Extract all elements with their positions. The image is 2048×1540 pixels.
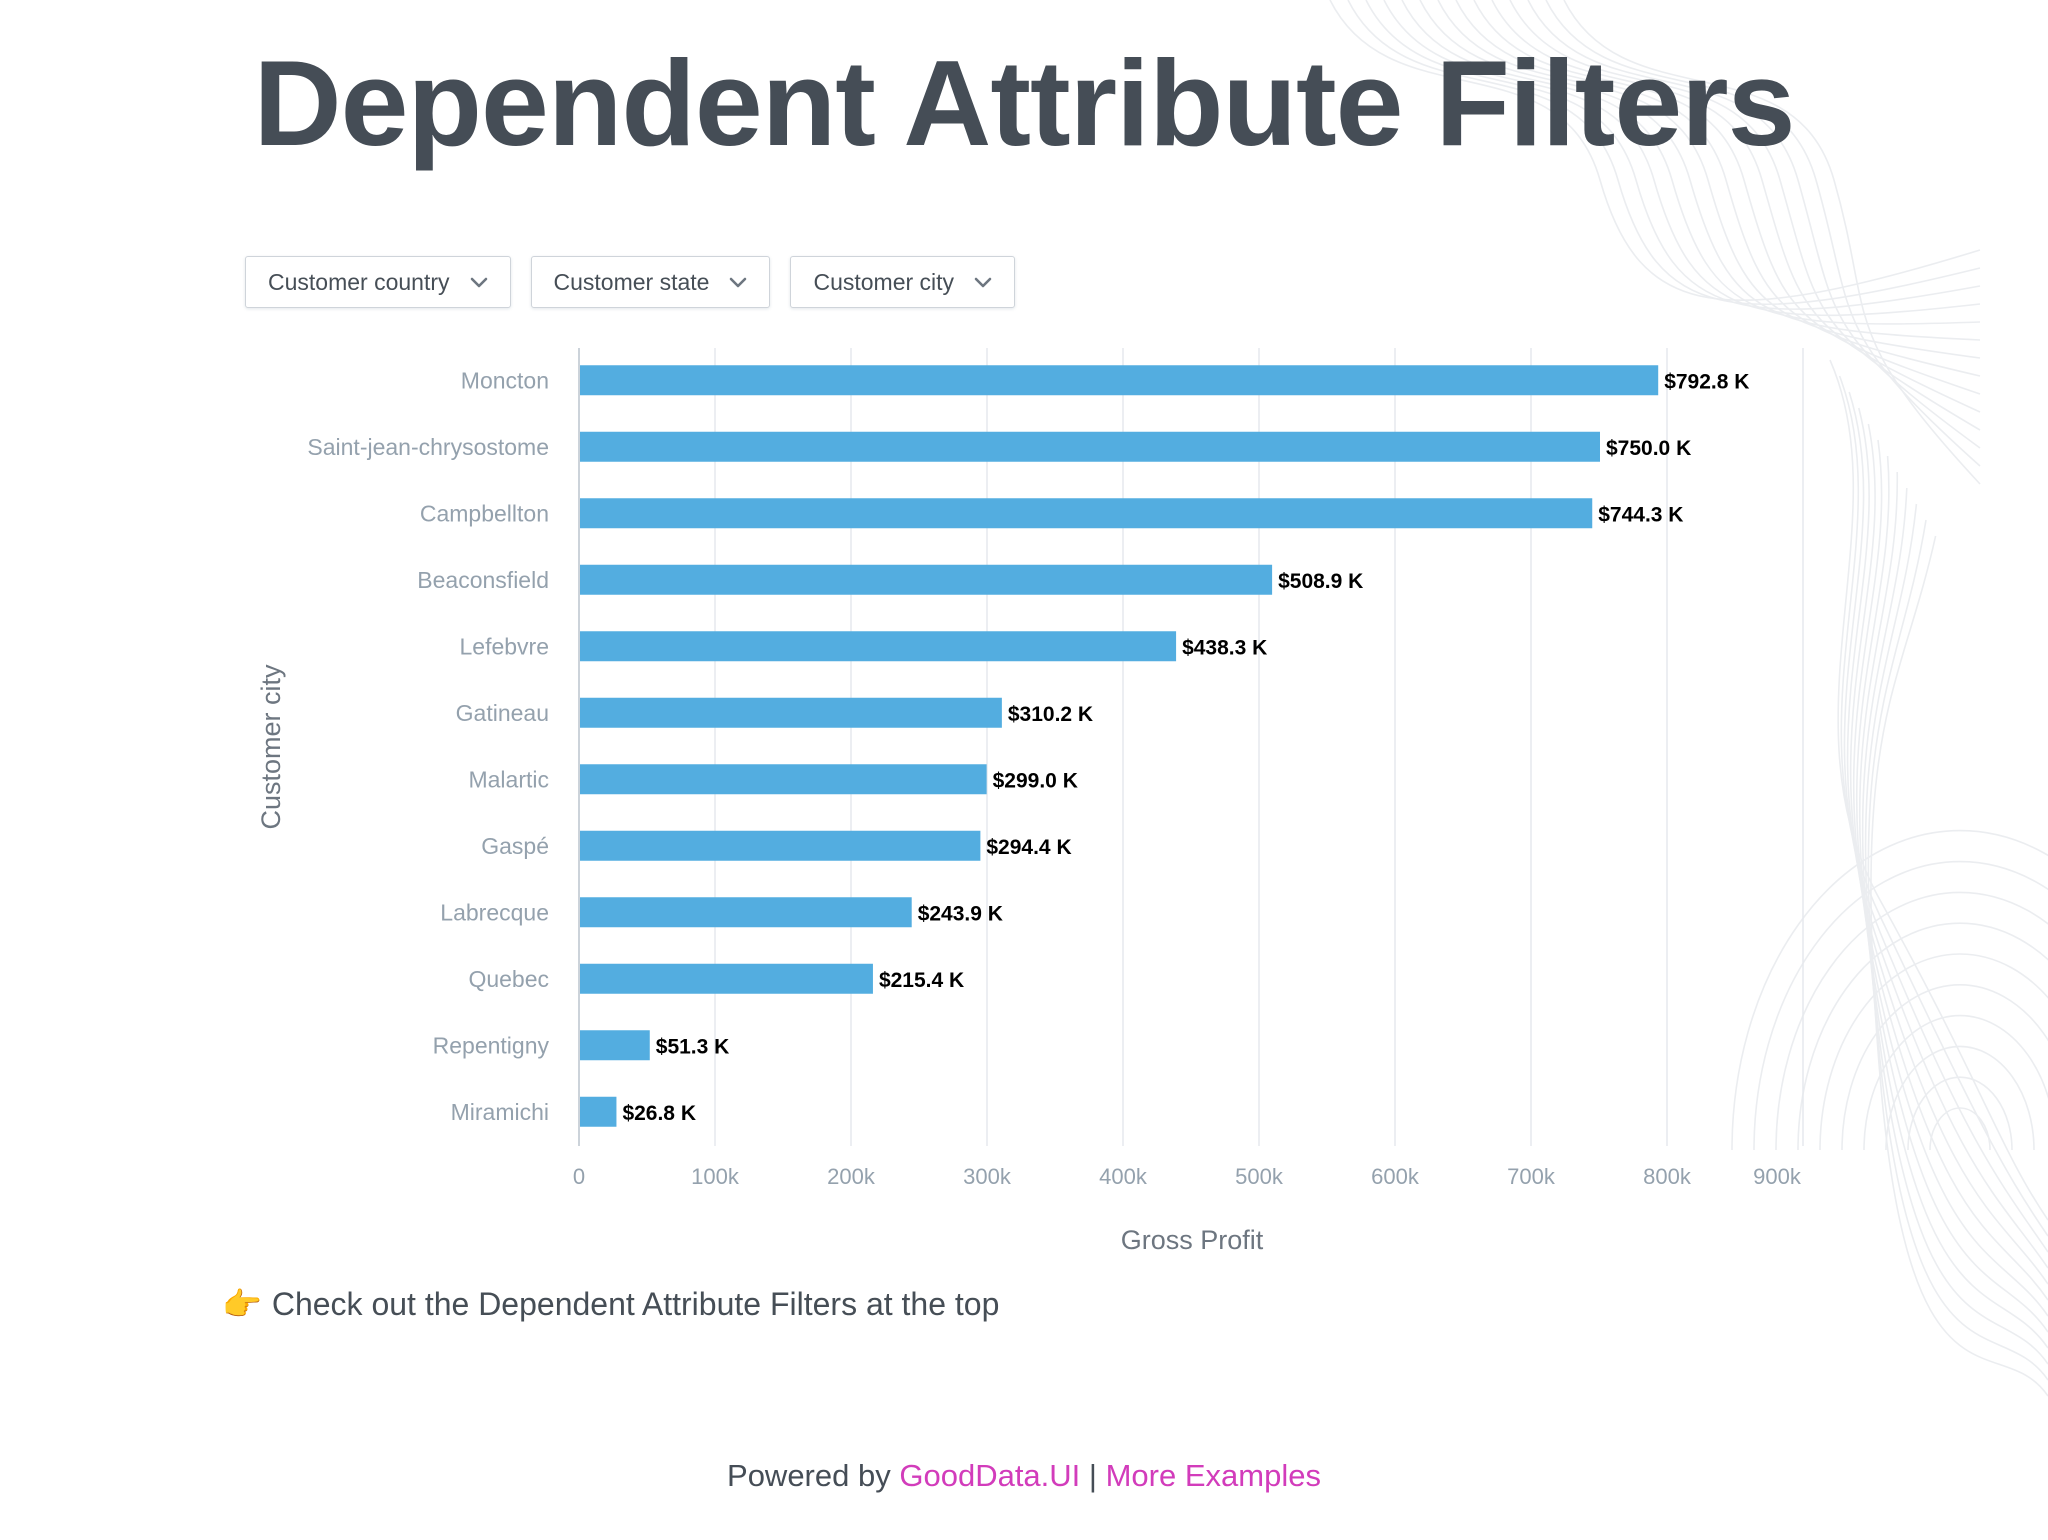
y-category-label: Miramichi (451, 1099, 549, 1125)
x-tick-label: 400k (1099, 1164, 1148, 1189)
filter-customer-country[interactable]: Customer country (245, 256, 511, 308)
chevron-down-icon (730, 277, 747, 288)
bar (580, 498, 1593, 529)
bar (580, 1096, 617, 1127)
filter-bar: Customer country Customer state Customer… (245, 256, 1016, 308)
data-label: $51.3 K (656, 1035, 730, 1058)
y-category-label: Beaconsfield (417, 567, 549, 593)
y-category-label: Lefebvre (459, 633, 549, 659)
y-category-label: Campbellton (420, 500, 549, 526)
pointing-hand-icon: 👉 (222, 1286, 262, 1322)
y-category-label: Labrecque (440, 899, 549, 925)
bar-chart: 0 100k 200k 300k 400k 500k 600k 700k 800k 900k Mon… (256, 348, 1804, 1255)
bar (580, 697, 1002, 728)
data-label: $299.0 K (993, 769, 1078, 792)
data-label: $310.2 K (1008, 703, 1093, 726)
data-label: $508.9 K (1278, 570, 1363, 593)
y-category-label: Repentigny (433, 1032, 550, 1058)
more-examples-link[interactable]: More Examples (1105, 1458, 1321, 1493)
bar (580, 830, 981, 861)
footer-prefix: Powered by (727, 1458, 891, 1493)
x-tick-label: 0 (573, 1164, 585, 1189)
y-axis-title: Customer city (256, 664, 286, 830)
chevron-down-icon (974, 277, 992, 288)
page-title: Dependent Attribute Filters (253, 35, 1795, 171)
bar (580, 764, 987, 795)
x-axis-title: Gross Profit (1121, 1225, 1264, 1255)
y-category-label: Saint-jean-chrysostome (307, 434, 549, 460)
data-label: $750.0 K (1606, 437, 1691, 460)
x-tick-label: 600k (1371, 1164, 1420, 1189)
gooddata-ui-link[interactable]: GoodData.UI (899, 1458, 1081, 1493)
bar (580, 564, 1273, 595)
data-label: $26.8 K (622, 1102, 696, 1125)
bar (580, 963, 873, 994)
filter-customer-state[interactable]: Customer state (530, 256, 771, 308)
data-label: $792.8 K (1664, 370, 1749, 393)
x-tick-label: 500k (1235, 1164, 1284, 1189)
data-label: $744.3 K (1598, 503, 1683, 526)
hint-message: 👉 Check out the Dependent Attribute Filt… (222, 1285, 999, 1323)
y-category-label: Gatineau (456, 700, 549, 726)
bar (580, 897, 912, 928)
data-label: $215.4 K (879, 969, 964, 992)
x-tick-label: 800k (1643, 1164, 1692, 1189)
bar (580, 631, 1177, 662)
filter-label: Customer city (813, 268, 955, 295)
x-tick-label: 200k (827, 1164, 876, 1189)
x-tick-label: 900k (1753, 1164, 1802, 1189)
filter-label: Customer country (268, 268, 450, 295)
data-label: $243.9 K (918, 902, 1003, 925)
x-tick-label: 700k (1507, 1164, 1556, 1189)
bar (580, 365, 1659, 396)
data-label: $438.3 K (1182, 636, 1267, 659)
data-label: $294.4 K (986, 836, 1071, 859)
x-tick-label: 100k (691, 1164, 740, 1189)
y-category-label: Malartic (468, 766, 549, 792)
bar (580, 431, 1600, 462)
y-category-label: Moncton (461, 367, 549, 393)
bar (580, 1030, 650, 1061)
y-category-label: Gaspé (481, 833, 549, 859)
hint-text: Check out the Dependent Attribute Filter… (271, 1285, 1000, 1322)
footer: Powered by GoodData.UI | More Examples (0, 1458, 2048, 1494)
x-tick-label: 300k (963, 1164, 1012, 1189)
filter-label: Customer state (553, 268, 710, 295)
chevron-down-icon (470, 277, 487, 288)
footer-separator: | (1088, 1458, 1097, 1493)
y-category-label: Quebec (468, 966, 549, 992)
filter-customer-city[interactable]: Customer city (790, 256, 1016, 308)
